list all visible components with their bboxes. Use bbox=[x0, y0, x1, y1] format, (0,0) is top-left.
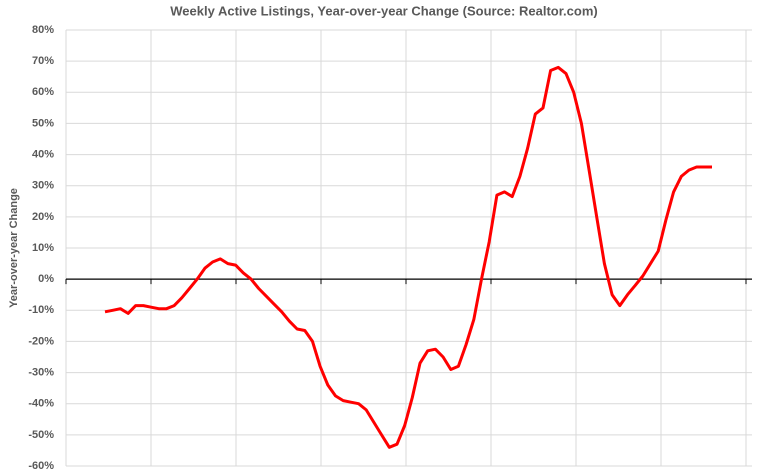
y-tick-label: 10% bbox=[32, 242, 54, 254]
y-tick-label: -20% bbox=[28, 335, 54, 347]
y-tick-label: -40% bbox=[28, 398, 54, 410]
y-tick-label: 70% bbox=[32, 55, 54, 67]
y-tick-label: -60% bbox=[28, 460, 54, 472]
y-tick-label: -50% bbox=[28, 429, 54, 441]
data-line bbox=[104, 65, 712, 449]
y-tick-label: 60% bbox=[32, 86, 54, 98]
y-axis-label: Year-over-year Change bbox=[8, 188, 20, 308]
y-tick-label: 80% bbox=[32, 24, 54, 36]
y-tick-label: -10% bbox=[28, 304, 54, 316]
y-tick-label: 50% bbox=[32, 117, 54, 129]
y-tick-label: -30% bbox=[28, 366, 54, 378]
y-tick-label: 30% bbox=[32, 180, 54, 192]
y-tick-label: 0% bbox=[38, 273, 54, 285]
y-tick-label: 20% bbox=[32, 211, 54, 223]
y-tick-label: 40% bbox=[32, 148, 54, 160]
chart-title: Weekly Active Listings, Year-over-year C… bbox=[170, 3, 597, 18]
